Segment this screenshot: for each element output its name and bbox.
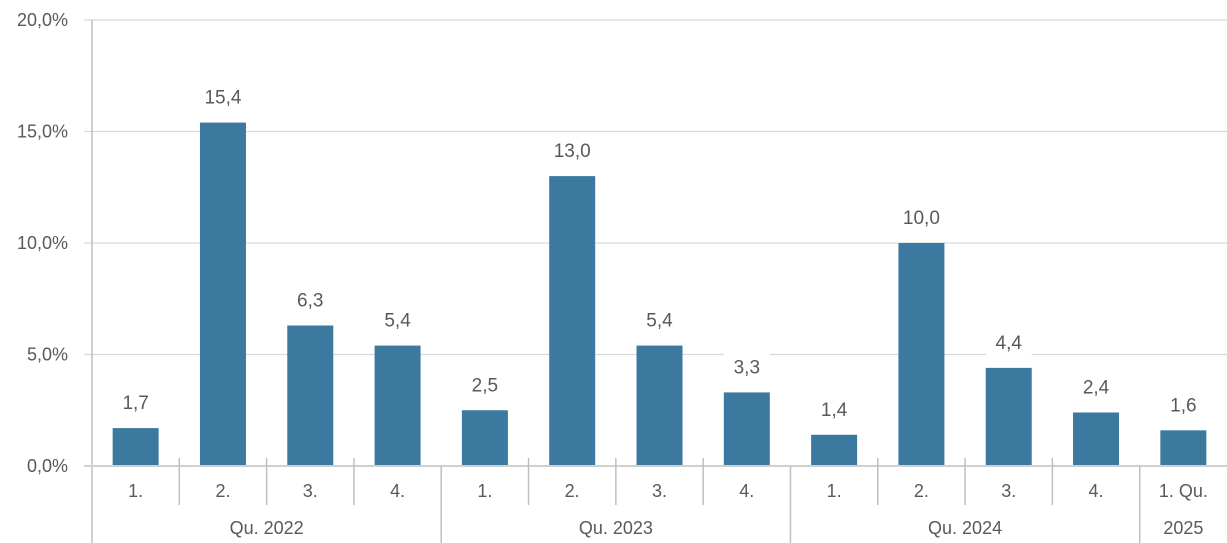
bar: [549, 176, 596, 466]
y-axis-ticks: 0,0% 5,0% 10,0% 15,0% 20,0%: [17, 10, 68, 476]
bar: [112, 428, 159, 466]
data-label-background: [811, 394, 857, 423]
x-axis: [84, 20, 1227, 543]
category-label: 2.: [565, 481, 580, 501]
category-label: 3.: [1001, 481, 1016, 501]
category-label: 3.: [303, 481, 318, 501]
data-label: 1,7: [122, 393, 148, 414]
category-label: 4.: [390, 481, 405, 501]
category-label: 2.: [215, 481, 230, 501]
data-label: 2,5: [472, 375, 498, 396]
bar: [1073, 412, 1120, 466]
data-label-background: [1073, 372, 1119, 401]
category-label: 1.: [477, 481, 492, 501]
category-label: 3.: [652, 481, 667, 501]
group-label: Qu. 2024: [928, 518, 1002, 538]
data-label: 2,4: [1083, 377, 1110, 398]
bar: [199, 122, 246, 466]
data-label: 10,0: [903, 208, 940, 229]
data-label-background: [724, 352, 770, 381]
category-label: 2.: [914, 481, 929, 501]
data-label: 1,6: [1170, 395, 1196, 416]
data-label-background: [893, 203, 950, 231]
data-labels: 1,7 15,4 6,3 5,4 2,5 13,0 5,4 3,3 1,4 10,0 4,4 2,4 1…: [112, 82, 1207, 423]
bar: [461, 410, 508, 466]
y-tick-label: 20,0%: [17, 10, 68, 30]
data-label-background: [112, 388, 159, 417]
group-label: Qu. 2023: [579, 518, 653, 538]
bar: [1160, 430, 1207, 466]
bar: [374, 345, 421, 466]
data-label-background: [194, 82, 251, 111]
data-label-background: [462, 370, 508, 399]
bars: [112, 122, 1207, 466]
category-label: 1.: [128, 481, 143, 501]
gridlines: [84, 19, 1227, 356]
category-label: 1.: [827, 481, 842, 501]
data-label: 15,4: [204, 88, 241, 109]
data-label: 3,3: [734, 357, 760, 378]
bar: [898, 243, 945, 466]
bar: [723, 392, 770, 466]
category-label: 4.: [739, 481, 754, 501]
data-label-background: [1160, 390, 1207, 419]
group-labels: Qu. 2022 Qu. 2023 Qu. 2024 2025: [230, 518, 1204, 538]
y-tick-label: 15,0%: [17, 122, 68, 142]
data-label: 6,3: [297, 291, 323, 312]
data-label: 5,4: [384, 311, 411, 332]
bar: [985, 367, 1032, 466]
data-label: 13,0: [554, 141, 591, 162]
group-label: Qu. 2022: [230, 518, 304, 538]
data-label-background: [985, 327, 1032, 356]
bar: [636, 345, 683, 466]
category-label: 1. Qu.: [1159, 481, 1208, 501]
bar: [811, 434, 858, 466]
y-tick-label: 0,0%: [27, 456, 68, 476]
bar: [287, 325, 334, 466]
y-tick-label: 5,0%: [27, 345, 68, 365]
data-label-background: [544, 136, 601, 165]
category-label: 4.: [1089, 481, 1104, 501]
data-label-background: [287, 285, 334, 314]
data-label-background: [636, 305, 683, 334]
data-label-background: [374, 305, 421, 334]
data-label: 4,4: [996, 333, 1023, 354]
group-label: 2025: [1163, 518, 1203, 538]
data-label: 1,4: [821, 400, 848, 421]
category-labels: 1. 2. 3. 4. 1. 2. 3. 4. 1. 2. 3. 4. 1. Qu.: [128, 481, 1208, 501]
y-tick-label: 10,0%: [17, 233, 68, 253]
data-label: 5,4: [646, 311, 673, 332]
